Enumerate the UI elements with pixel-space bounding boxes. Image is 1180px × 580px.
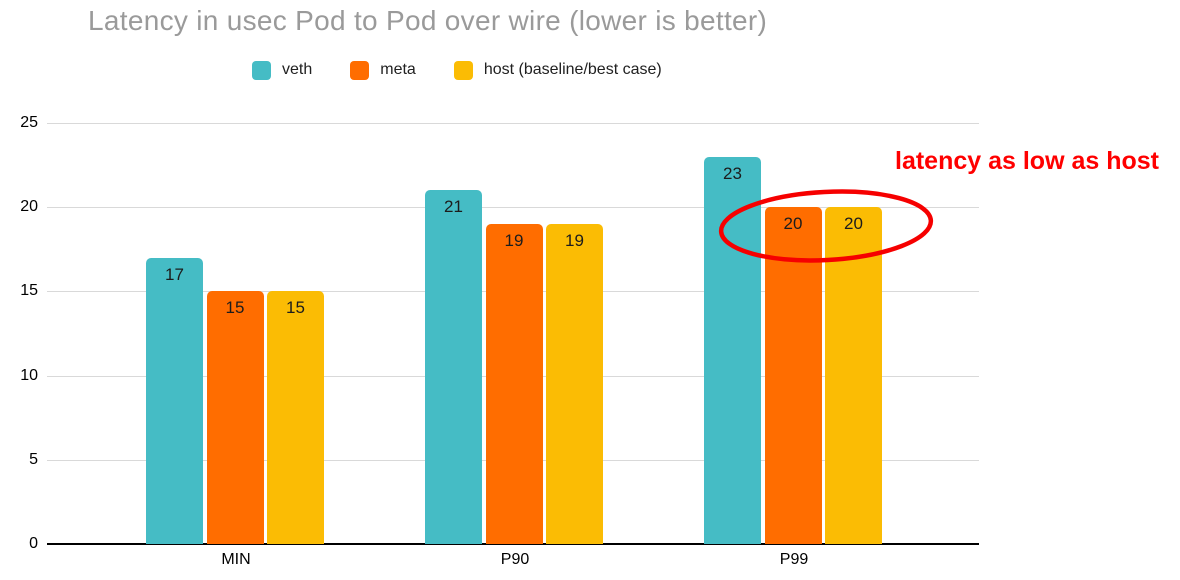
x-axis-line [47,543,979,545]
legend-item-meta: meta [350,60,416,80]
bar-veth-p99: 23 [704,156,761,544]
bar-value-label: 21 [444,197,463,217]
gridline [47,207,979,209]
bar-value-label: 19 [565,231,584,251]
bar-veth-p90: 21 [425,190,482,544]
bar-value-label: 17 [165,264,184,284]
legend-item-veth: veth [252,60,313,80]
bar-value-label: 20 [783,214,803,234]
legend-swatch-icon [252,60,271,80]
legend-swatch-icon [350,60,370,80]
bar-value-label: 19 [504,231,524,251]
legend-label: host (baseline/best case) [483,61,662,78]
bar-host-p99: 20 [825,207,882,544]
bar-host-min: 15 [267,291,324,544]
chart-title: Latency in usec Pod to Pod over wire (lo… [88,5,768,36]
annotation-text: latency as low as host [895,147,1159,175]
x-category-label-p90: P90 [500,551,530,568]
x-category-label-p99: P99 [779,551,809,568]
legend-label: veth [282,61,313,78]
bar-host-p90: 19 [546,224,603,544]
bar-value-label: 15 [225,298,245,318]
y-tick-label: 25 [20,114,38,131]
legend: veth meta host (baseline/best case) [252,58,662,82]
x-category-label-min: MIN [221,551,251,568]
bar-meta-p99: 20 [764,207,822,544]
y-tick-label: 20 [20,198,38,216]
legend-swatch-icon [453,60,473,80]
y-tick-label: 0 [29,535,38,552]
legend-item-host: host (baseline/best case) [453,60,662,80]
bar-meta-min: 15 [206,291,264,544]
bar-value-label: 20 [844,214,863,234]
gridline [47,123,979,124]
y-tick-label: 10 [20,366,38,384]
legend-label: meta [380,61,416,78]
bar-value-label: 15 [286,298,305,318]
bar-veth-min: 17 [146,257,203,544]
y-tick-label: 15 [20,282,38,300]
y-tick-label: 5 [29,450,38,468]
bar-value-label: 23 [723,163,742,183]
bar-meta-p90: 19 [485,224,543,544]
